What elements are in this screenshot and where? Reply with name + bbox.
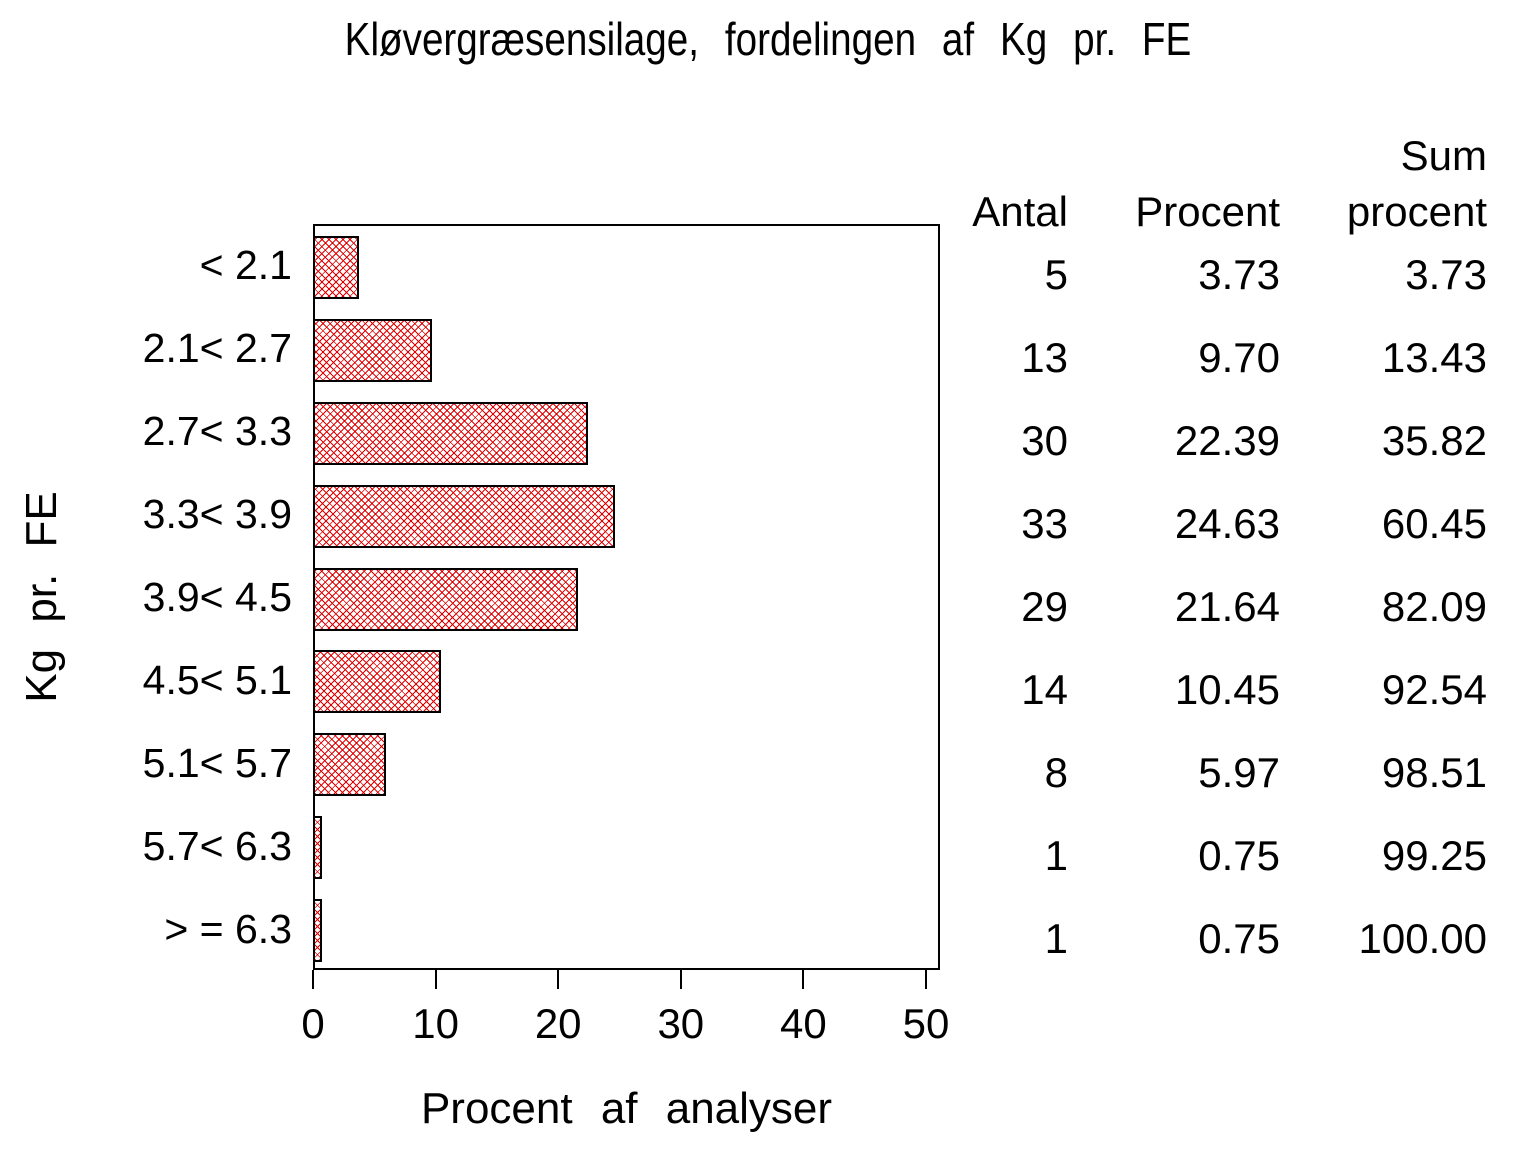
x-tick-30: [679, 970, 682, 989]
cell-procent-9: 0.75: [1198, 914, 1280, 962]
category-label-2: 2.1< 2.7: [142, 325, 292, 372]
x-tick-label-10: 10: [412, 1000, 459, 1047]
cell-sum-2: 13.43: [1381, 334, 1487, 382]
cell-antal-6: 14: [1021, 665, 1068, 713]
cell-sum-5: 82.09: [1381, 583, 1487, 630]
cell-antal-4: 33: [1021, 500, 1068, 548]
category-label-5: 3.9< 4.5: [142, 574, 292, 620]
cell-antal-7: 8: [1044, 748, 1068, 796]
plot-area: [313, 224, 940, 970]
category-label-3: 2.7< 3.3: [142, 408, 292, 455]
table-row-6: 14 10.45 92.54: [811, 664, 1487, 716]
cell-sum-3: 35.82: [1381, 417, 1487, 465]
table-row-8: 1 0.75 99.25: [811, 830, 1487, 882]
category-label-6: 4.5< 5.1: [142, 656, 292, 703]
table-row-4: 33 24.63 60.45: [811, 498, 1487, 550]
cell-sum-7: 98.51: [1381, 748, 1487, 796]
x-axis-title: Procent af analyser: [420, 1084, 833, 1133]
column-header-sum-line1: Sum: [1400, 132, 1487, 179]
x-tick-40: [802, 970, 805, 989]
cell-antal-9: 1: [1044, 914, 1068, 962]
x-tick-label-0: 0: [301, 1000, 325, 1047]
chart-title: Kløvergræsensilage, fordelingen af Kg pr…: [344, 13, 1192, 65]
bar-3: [313, 401, 588, 465]
cell-antal-8: 1: [1044, 831, 1068, 879]
x-tick-0: [312, 970, 314, 989]
cell-procent-2: 9.70: [1198, 334, 1280, 382]
category-label-1: < 2.1: [199, 242, 292, 289]
x-tick-label-30: 30: [657, 1000, 705, 1047]
cell-antal-5: 29: [1021, 583, 1068, 630]
column-header-sum-procent: Sum procent: [1280, 128, 1487, 240]
table-header-row: Antal Procent Sum procent: [811, 128, 1487, 240]
cell-antal-2: 13: [1021, 334, 1068, 382]
table-row-7: 8 5.97 98.51: [811, 747, 1487, 799]
x-tick-10: [434, 970, 437, 989]
table-row-2: 13 9.70 13.43: [811, 332, 1487, 384]
cell-sum-4: 60.45: [1381, 500, 1487, 548]
bar-7: [313, 733, 387, 797]
category-label-9: > = 6.3: [164, 905, 292, 952]
cell-procent-1: 3.73: [1198, 251, 1280, 299]
cell-procent-7: 5.97: [1198, 748, 1280, 796]
bar-4: [313, 484, 615, 548]
cell-procent-3: 22.39: [1174, 417, 1280, 465]
cell-sum-9: 100.00: [1358, 914, 1487, 962]
bar-8: [313, 816, 323, 880]
cell-procent-6: 10.45: [1174, 665, 1280, 713]
bar-9: [313, 899, 323, 963]
column-header-procent: Procent: [1135, 188, 1280, 235]
table-row-9: 1 0.75 100.00: [811, 913, 1487, 965]
category-label-7: 5.1< 5.7: [142, 739, 292, 786]
x-tick-50: [925, 970, 927, 989]
table-row-1: 5 3.73 3.73: [811, 249, 1487, 301]
cell-antal-1: 5: [1044, 251, 1068, 299]
bar-2: [313, 318, 432, 382]
x-tick-label-20: 20: [534, 1000, 582, 1047]
table-row-5: 29 21.64 82.09: [811, 581, 1487, 633]
y-axis-title: Kg pr. FE: [17, 491, 66, 703]
bar-1: [313, 236, 359, 299]
category-label-8: 5.7< 6.3: [142, 822, 292, 869]
x-tick-20: [557, 970, 560, 989]
bar-5: [313, 567, 579, 631]
cell-sum-6: 92.54: [1381, 665, 1487, 713]
x-tick-label-50: 50: [902, 1000, 950, 1047]
cell-sum-1: 3.73: [1405, 251, 1487, 299]
column-header-antal: Antal: [972, 188, 1068, 235]
bar-6: [313, 650, 442, 714]
cell-procent-4: 24.63: [1174, 500, 1280, 548]
cell-antal-3: 30: [1021, 417, 1068, 465]
x-tick-label-40: 40: [780, 1000, 827, 1047]
category-label-4: 3.3< 3.9: [142, 491, 292, 538]
cell-procent-8: 0.75: [1198, 831, 1280, 879]
cell-sum-8: 99.25: [1381, 831, 1487, 879]
table-row-3: 30 22.39 35.82: [811, 415, 1487, 467]
cell-procent-5: 21.64: [1174, 583, 1280, 630]
column-header-sum-line2: procent: [1346, 188, 1487, 235]
